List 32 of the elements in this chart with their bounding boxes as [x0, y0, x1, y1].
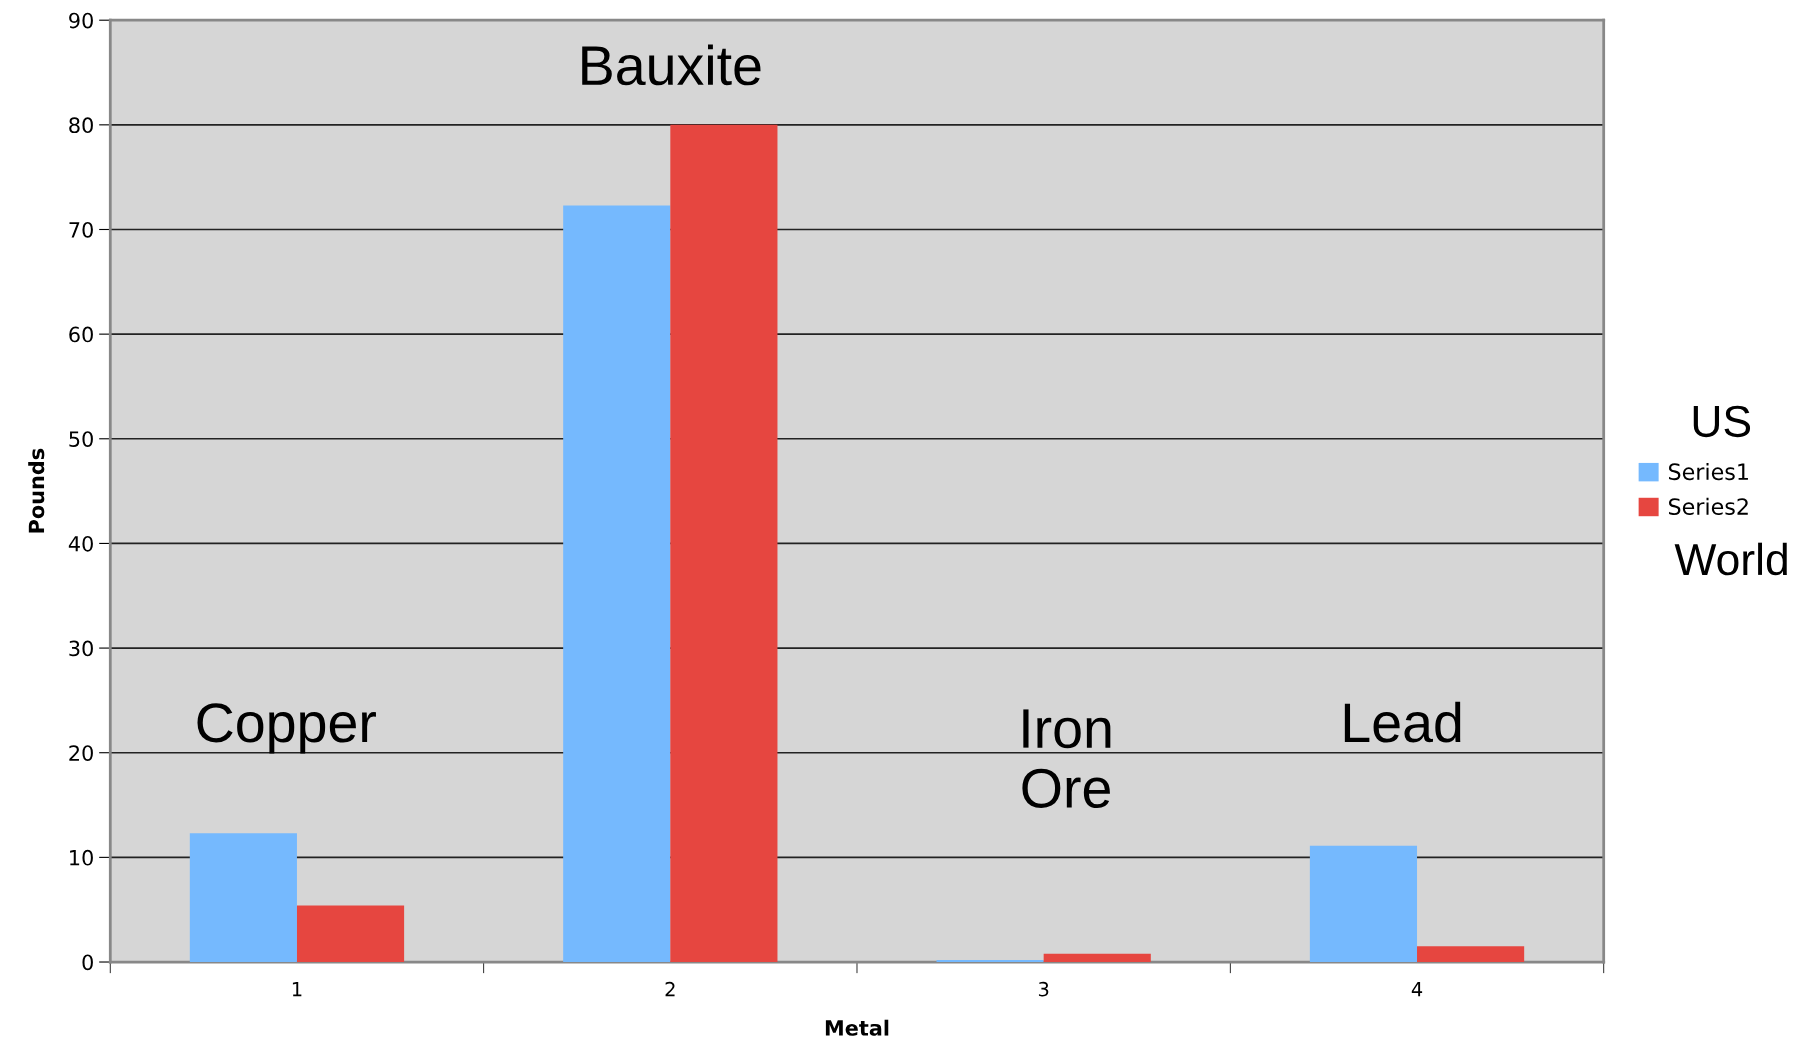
bar	[1417, 946, 1525, 963]
bar	[936, 959, 1044, 963]
x-tick-label: 4	[1411, 982, 1423, 997]
text: US	[1693, 405, 1751, 438]
y-axis-title: Pounds	[28, 448, 45, 533]
y-tick-label: 20	[69, 745, 93, 761]
annotation: Lead	[1344, 701, 1461, 743]
y-tick-label: 80	[69, 117, 93, 134]
x-tick-label: 2	[665, 981, 675, 997]
text: World	[1674, 542, 1787, 576]
bar	[296, 905, 405, 963]
annotation: Iron Ore	[1022, 709, 1111, 809]
bar	[1309, 845, 1418, 963]
y-tick-label: 50	[69, 431, 93, 447]
y-tick-label: 60	[69, 326, 93, 343]
y-tick-label: 90	[69, 12, 93, 29]
x-tick-label: 3	[1038, 981, 1049, 997]
y-tick-label: 70	[69, 221, 93, 238]
y-tick-label: 10	[70, 849, 93, 866]
x-tick-label: 1	[292, 982, 302, 997]
legend-label: Series2	[1668, 497, 1748, 515]
y-tick-label: 0	[82, 954, 93, 971]
y-tick-label: 30	[69, 640, 93, 657]
bar	[670, 124, 778, 963]
bar	[189, 833, 297, 963]
bar	[1043, 953, 1151, 963]
x-axis-title: Metal	[825, 1019, 889, 1036]
bar	[563, 205, 671, 963]
y-tick-label: 40	[68, 535, 93, 552]
annotation: Bauxite	[582, 44, 761, 86]
legend-label: Series1	[1668, 462, 1748, 481]
annotation: Copper	[197, 703, 376, 754]
